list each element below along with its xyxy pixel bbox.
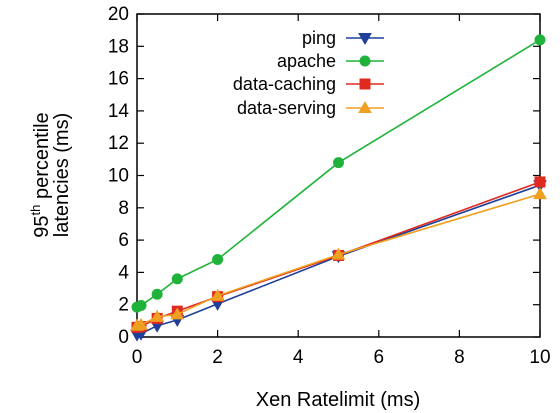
legend-label: ping xyxy=(302,28,336,48)
x-tick-label: 6 xyxy=(374,347,385,368)
data-point-apache xyxy=(151,288,163,300)
legend-item-ping: ping xyxy=(302,28,384,48)
legend-item-data-caching: data-caching xyxy=(233,74,384,94)
data-point-data-caching xyxy=(534,176,546,188)
x-axis-title: Xen Ratelimit (ms) xyxy=(256,389,420,411)
plot-frame xyxy=(136,13,541,338)
y-tick-label: 10 xyxy=(108,166,129,187)
x-tick-label: 4 xyxy=(293,347,304,368)
y-tick-label: 14 xyxy=(108,101,130,122)
y-tick-label: 20 xyxy=(108,4,129,25)
y-tick-label: 16 xyxy=(108,69,129,90)
y-tick-label: 12 xyxy=(108,133,129,154)
data-point-apache xyxy=(135,300,147,312)
data-point-data-serving xyxy=(150,309,165,322)
series-data-serving xyxy=(130,187,547,331)
y-axis-title-prefix: 95 xyxy=(31,215,53,237)
y-tick-label: 2 xyxy=(118,295,129,316)
legend-marker-apache xyxy=(359,55,371,67)
series-apache xyxy=(131,34,546,313)
data-point-apache xyxy=(534,34,546,46)
y-tick-label: 0 xyxy=(118,327,129,348)
legend-label: data-caching xyxy=(233,74,336,94)
y-axis-title-suffix: percentile xyxy=(31,112,53,204)
x-tick-label: 10 xyxy=(529,347,550,368)
data-point-data-serving xyxy=(134,317,148,330)
data-point-apache xyxy=(171,273,183,285)
legend-marker-data-caching xyxy=(359,78,371,90)
x-tick-label: 0 xyxy=(132,347,143,368)
y-axis-title-line2: latencies (ms) xyxy=(51,113,73,237)
legend-marker-data-serving xyxy=(358,100,372,113)
plot-area-border xyxy=(136,13,541,338)
y-tick-label: 4 xyxy=(118,262,129,283)
data-point-apache xyxy=(212,253,224,265)
legend-label: data-serving xyxy=(237,98,336,118)
data-point-apache xyxy=(333,157,344,169)
legend-marker-ping xyxy=(358,33,372,46)
y-axis-title-line1: 95th percentile xyxy=(28,112,53,237)
x-axis: 0 2 4 6 8 10 xyxy=(132,14,551,368)
data-point-data-serving xyxy=(331,247,346,260)
data-point-data-serving xyxy=(170,307,185,320)
y-tick-label: 8 xyxy=(118,198,129,219)
series-layer xyxy=(130,34,547,342)
data-point-data-serving xyxy=(533,187,547,200)
y-axis-title-superscript: th xyxy=(28,205,43,216)
legend-label: apache xyxy=(277,51,336,71)
y-tick-label: 18 xyxy=(108,36,129,57)
series-line-apache xyxy=(136,39,541,308)
data-point-data-serving xyxy=(210,288,225,301)
legend-item-apache: apache xyxy=(277,51,384,71)
legend-item-data-serving: data-serving xyxy=(237,98,384,118)
x-tick-label: 8 xyxy=(454,347,465,368)
legend: ping apache data-caching data-serving xyxy=(233,28,384,118)
y-tick-label: 6 xyxy=(118,230,129,251)
y-axis-title: 95th percentile latencies (ms) xyxy=(28,112,73,237)
x-tick-label: 2 xyxy=(212,347,223,368)
